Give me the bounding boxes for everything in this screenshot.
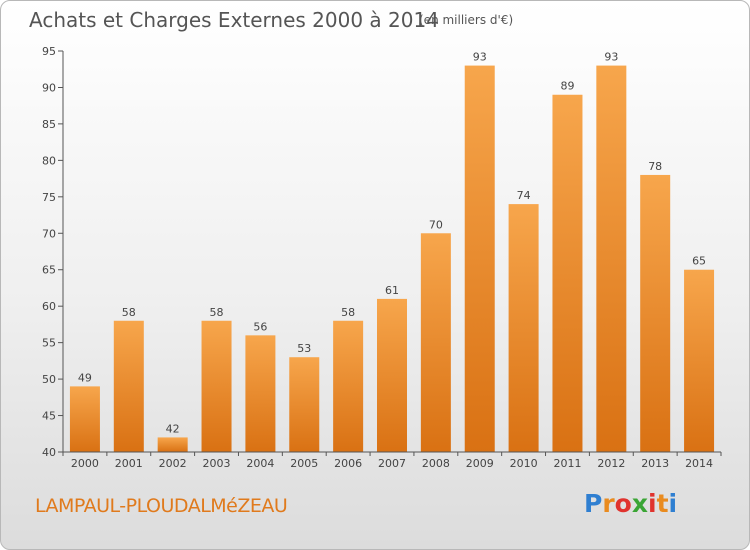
logo-letter: r bbox=[602, 489, 615, 518]
y-tick-label-70: 70 bbox=[42, 227, 56, 240]
bar-2012 bbox=[596, 65, 627, 452]
bar-2006 bbox=[333, 320, 364, 452]
y-tick-label-45: 45 bbox=[42, 410, 56, 423]
bar-2001 bbox=[113, 320, 144, 452]
value-label-2013: 78 bbox=[648, 160, 662, 173]
logo-letter: o bbox=[614, 489, 632, 518]
x-tick-label-2011: 2011 bbox=[553, 457, 581, 470]
logo-letter: t bbox=[656, 489, 669, 518]
commune-name: LAMPAUL-PLOUDALMéZEAU bbox=[35, 495, 288, 517]
proxiti-logo: Proxiti bbox=[584, 489, 677, 518]
logo-letter: i bbox=[648, 489, 657, 518]
x-tick-label-2008: 2008 bbox=[422, 457, 450, 470]
value-label-2001: 58 bbox=[122, 306, 136, 319]
value-label-2002: 42 bbox=[166, 422, 180, 435]
x-tick-label-2004: 2004 bbox=[246, 457, 274, 470]
value-label-2005: 53 bbox=[297, 342, 311, 355]
bar-2011 bbox=[552, 94, 583, 452]
x-tick-label-2000: 2000 bbox=[71, 457, 99, 470]
value-label-2007: 61 bbox=[385, 284, 399, 297]
bar-2008 bbox=[420, 233, 451, 452]
value-label-2011: 89 bbox=[560, 80, 574, 93]
x-tick-label-2009: 2009 bbox=[466, 457, 494, 470]
bar-2005 bbox=[289, 357, 320, 452]
value-label-2008: 70 bbox=[429, 218, 443, 231]
y-tick-label-55: 55 bbox=[42, 337, 56, 350]
bar-2007 bbox=[377, 298, 407, 452]
bar-2004 bbox=[245, 335, 276, 452]
y-tick-label-80: 80 bbox=[42, 154, 56, 167]
x-tick-label-2003: 2003 bbox=[203, 457, 231, 470]
value-label-2014: 65 bbox=[692, 255, 706, 268]
bar-2002 bbox=[157, 437, 188, 452]
x-tick-label-2002: 2002 bbox=[159, 457, 187, 470]
y-tick-label-75: 75 bbox=[42, 191, 56, 204]
x-tick-label-2005: 2005 bbox=[290, 457, 318, 470]
y-tick-label-65: 65 bbox=[42, 264, 56, 277]
value-label-2000: 49 bbox=[78, 371, 92, 384]
x-tick-label-2006: 2006 bbox=[334, 457, 362, 470]
x-tick-label-2014: 2014 bbox=[685, 457, 713, 470]
logo-letter: P bbox=[584, 489, 603, 518]
value-label-2003: 58 bbox=[210, 306, 224, 319]
bar-2013 bbox=[640, 174, 671, 453]
logo-letter: i bbox=[668, 489, 678, 518]
y-tick-label-60: 60 bbox=[42, 300, 56, 313]
y-tick-label-50: 50 bbox=[42, 373, 56, 386]
y-tick-label-85: 85 bbox=[42, 118, 56, 131]
x-tick-label-2012: 2012 bbox=[597, 457, 625, 470]
y-tick-label-90: 90 bbox=[42, 81, 56, 94]
chart-title: Achats et Charges Externes 2000 à 2014 bbox=[29, 8, 439, 32]
logo-letter: x bbox=[631, 489, 648, 518]
x-tick-label-2007: 2007 bbox=[378, 457, 406, 470]
value-label-2009: 93 bbox=[473, 51, 487, 64]
value-label-2004: 56 bbox=[253, 320, 267, 333]
x-tick-label-2013: 2013 bbox=[641, 457, 669, 470]
bar-2000 bbox=[69, 386, 100, 452]
x-tick-label-2001: 2001 bbox=[115, 457, 143, 470]
y-tick-label-40: 40 bbox=[42, 446, 56, 459]
bar-2010 bbox=[508, 204, 539, 452]
bar-2003 bbox=[201, 320, 232, 452]
bar-2009 bbox=[464, 65, 495, 452]
y-tick-label-95: 95 bbox=[42, 45, 56, 58]
value-label-2006: 58 bbox=[341, 306, 355, 319]
x-tick-label-2010: 2010 bbox=[510, 457, 538, 470]
chart-subtitle: (en milliers d'€) bbox=[419, 13, 514, 27]
value-label-2010: 74 bbox=[517, 189, 531, 202]
bar-2014 bbox=[684, 269, 715, 452]
value-label-2012: 93 bbox=[604, 51, 618, 64]
